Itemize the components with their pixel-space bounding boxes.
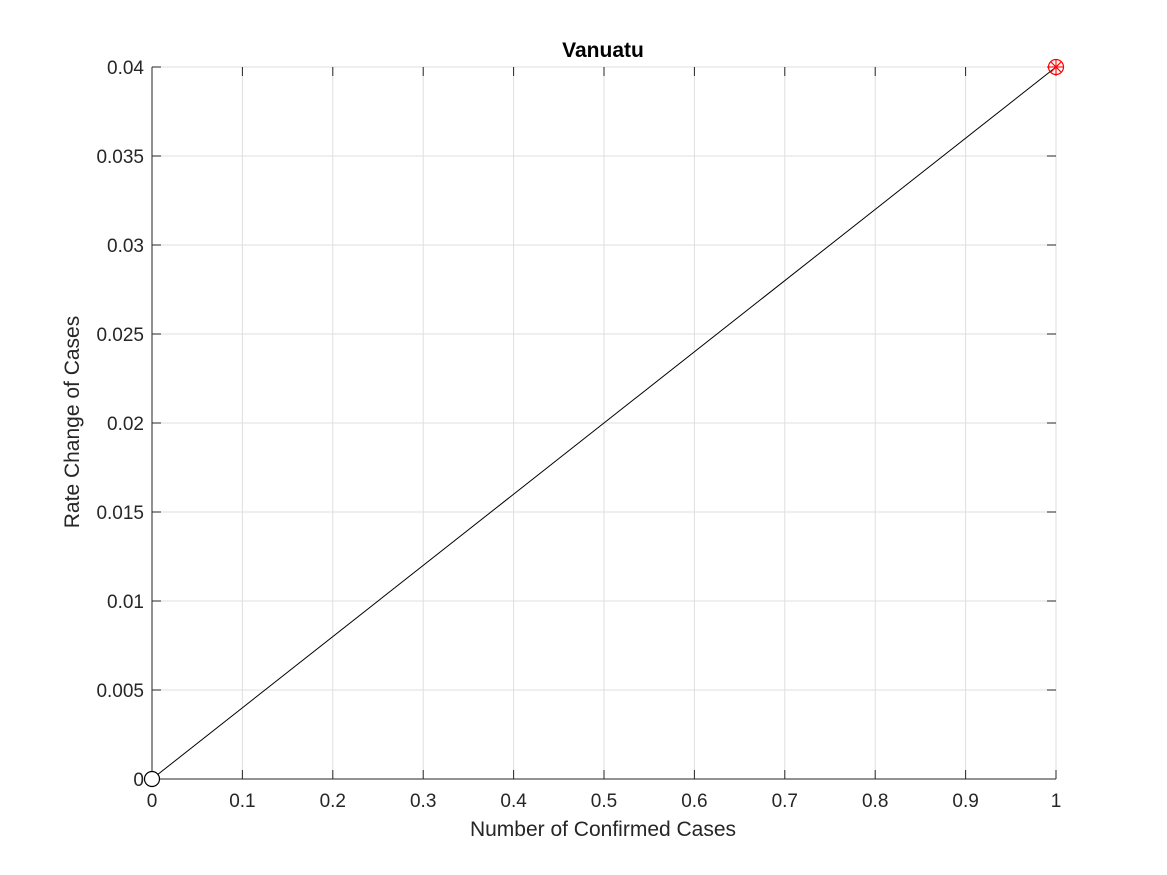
x-tick-label: 0.6 — [681, 791, 707, 812]
series-layer — [151, 66, 1057, 780]
y-tick-label: 0.035 — [96, 147, 144, 168]
x-tick-label: 1 — [1051, 791, 1062, 812]
y-tick-label: 0.02 — [107, 414, 144, 435]
x-axis-label: Number of Confirmed Cases — [470, 818, 736, 841]
x-tick-label: 0.1 — [229, 791, 255, 812]
y-tick-label: 0.01 — [107, 592, 144, 613]
y-axis-label: Rate Change of Cases — [61, 316, 84, 528]
y-tick-label: 0 — [133, 770, 144, 791]
x-tick-label: 0.5 — [591, 791, 617, 812]
x-tick-label: 0.9 — [952, 791, 978, 812]
end-point-asterisk-stroke — [1050, 61, 1062, 73]
x-tick-label: 0.8 — [862, 791, 888, 812]
start-point-marker — [143, 770, 161, 788]
end-point-circle — [1047, 58, 1065, 76]
series-line — [151, 66, 1057, 780]
chart-title: Vanuatu — [562, 39, 644, 62]
x-tick-label: 0 — [147, 791, 158, 812]
y-tick-label: 0.005 — [96, 681, 144, 702]
y-tick-label: 0.04 — [107, 58, 144, 79]
x-tick-label: 0.7 — [772, 791, 798, 812]
markers-layer — [143, 58, 1065, 788]
y-tick-label: 0.025 — [96, 325, 144, 346]
y-tick-label: 0.03 — [107, 236, 144, 257]
y-axis-ticks: 0 0.005 0.01 0.015 0.02 0.025 0.03 0.035 0.04 — [96, 58, 1056, 791]
x-tick-label: 0.3 — [410, 791, 436, 812]
x-tick-label: 0.2 — [320, 791, 346, 812]
y-tick-label: 0.015 — [96, 503, 144, 524]
x-tick-label: 0.4 — [500, 791, 527, 812]
end-point-marker — [1047, 58, 1065, 76]
